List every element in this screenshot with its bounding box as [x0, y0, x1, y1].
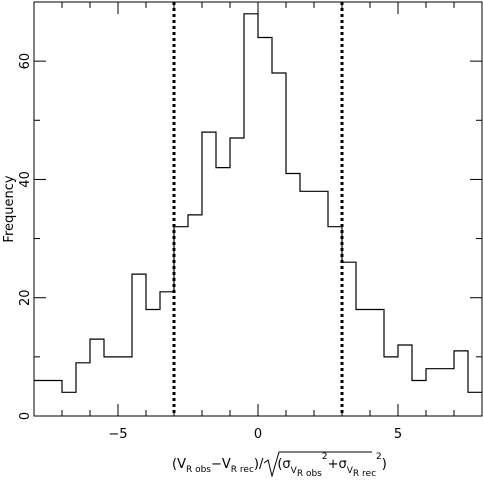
x-tick-label: 0 [254, 427, 262, 442]
y-axis-label: Frequency [2, 175, 17, 242]
histogram-step-line [34, 13, 482, 393]
x-tick-label: −5 [108, 427, 127, 442]
sqrt-sign [263, 451, 372, 478]
sigma-cut-lines [172, 2, 344, 416]
tick-labels: −5 0 5 0 20 40 60 [18, 53, 402, 442]
axis-ticks [33, 1, 483, 417]
x-tick-label: 5 [394, 427, 402, 442]
y-tick-label: 0 [18, 412, 33, 420]
plot-frame [33, 1, 483, 417]
x-axis-label: (VR obs−VR rec)/(σVR obs2+σVR rec2) [172, 452, 387, 479]
y-tick-label: 60 [18, 53, 33, 70]
y-tick-label: 20 [18, 289, 33, 306]
y-tick-label: 40 [18, 171, 33, 188]
